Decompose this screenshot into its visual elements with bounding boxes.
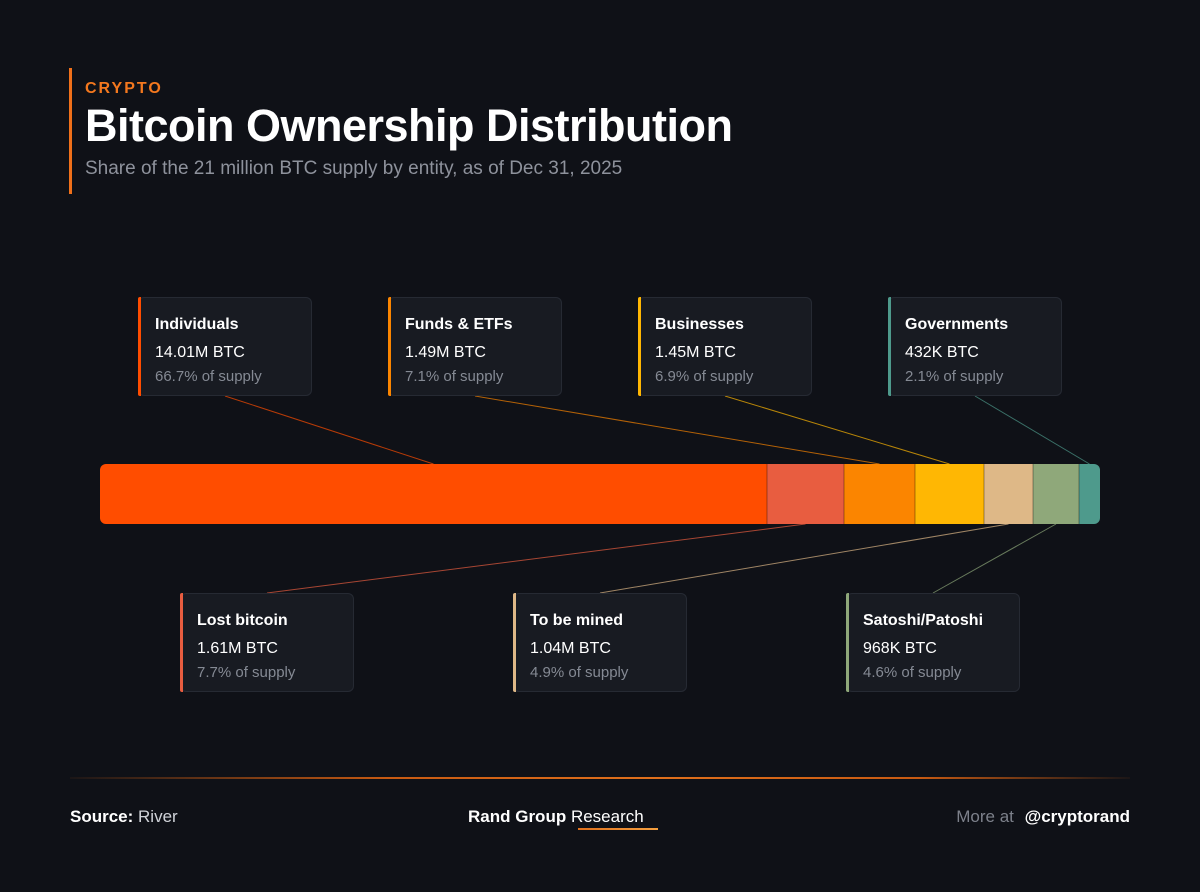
category-kicker: CRYPTO	[85, 80, 163, 97]
leader-line	[724, 395, 950, 465]
card-share: 2.1% of supply	[905, 368, 1004, 385]
bar-segment-businesses	[915, 464, 984, 524]
card-to-be-mined: To be mined 1.04M BTC 4.9% of supply	[513, 593, 687, 692]
leader-line	[599, 523, 1009, 594]
bar-segment-lost-bitcoin	[767, 464, 844, 524]
card-amount: 1.04M BTC	[530, 640, 611, 657]
bar-segment-individuals	[100, 464, 767, 524]
bar-segment-governments	[1079, 464, 1100, 524]
card-share: 7.7% of supply	[197, 664, 296, 681]
card-individuals: Individuals 14.01M BTC 66.7% of supply	[138, 297, 312, 396]
leader-line	[932, 523, 1057, 594]
more-at: More at @cryptorand	[956, 807, 1130, 827]
leader-line	[266, 523, 806, 594]
card-name: Funds & ETFs	[405, 316, 513, 333]
card-funds-etfs: Funds & ETFs 1.49M BTC 7.1% of supply	[388, 297, 562, 396]
card-amount: 1.45M BTC	[655, 344, 736, 361]
card-name: Lost bitcoin	[197, 612, 288, 629]
leader-line	[224, 395, 434, 465]
card-share: 4.6% of supply	[863, 664, 962, 681]
more-label: More at	[956, 807, 1014, 826]
card-lost-bitcoin: Lost bitcoin 1.61M BTC 7.7% of supply	[180, 593, 354, 692]
card-satoshi-patoshi: Satoshi/Patoshi 968K BTC 4.6% of supply	[846, 593, 1020, 692]
chart-subtitle: Share of the 21 million BTC supply by en…	[85, 158, 623, 179]
card-share: 7.1% of supply	[405, 368, 504, 385]
source-value: River	[138, 807, 178, 826]
card-name: Businesses	[655, 316, 744, 333]
brand-bold: Rand Group	[468, 807, 567, 826]
card-share: 66.7% of supply	[155, 368, 262, 385]
leader-lines	[224, 395, 1090, 594]
card-businesses: Businesses 1.45M BTC 6.9% of supply	[638, 297, 812, 396]
card-amount: 968K BTC	[863, 640, 937, 657]
card-share: 6.9% of supply	[655, 368, 754, 385]
source-label: Source:	[70, 807, 134, 826]
stacked-bar	[100, 464, 1100, 524]
card-share: 4.9% of supply	[530, 664, 629, 681]
brand-regular: Research	[570, 807, 644, 826]
card-amount: 1.49M BTC	[405, 344, 486, 361]
header: CRYPTO Bitcoin Ownership Distribution Sh…	[69, 68, 733, 194]
bar-segment-to-be-mined	[984, 464, 1033, 524]
brand-logo: Rand Group Research	[468, 807, 644, 827]
card-name: To be mined	[530, 612, 624, 629]
card-name: Governments	[905, 316, 1009, 333]
bar-segment-satoshi-patoshi	[1033, 464, 1079, 524]
bar-segment-funds-etfs	[844, 464, 915, 524]
leader-line	[474, 395, 880, 465]
brand-underline	[578, 828, 658, 830]
card-amount: 14.01M BTC	[155, 344, 245, 361]
card-name: Satoshi/Patoshi	[863, 612, 984, 629]
chart-title: Bitcoin Ownership Distribution	[85, 100, 733, 151]
card-name: Individuals	[155, 316, 239, 333]
footer-divider	[70, 777, 1130, 779]
source-note: Source: River	[70, 807, 178, 827]
card-governments: Governments 432K BTC 2.1% of supply	[888, 297, 1062, 396]
social-handle-link[interactable]: @cryptorand	[1024, 807, 1130, 826]
card-amount: 1.61M BTC	[197, 640, 278, 657]
card-amount: 432K BTC	[905, 344, 979, 361]
leader-line	[974, 395, 1090, 465]
